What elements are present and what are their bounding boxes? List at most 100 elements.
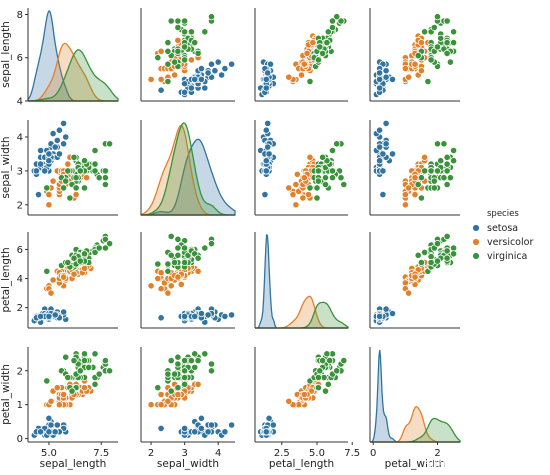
point-virginica-18 (167, 17, 175, 25)
point-virginica-22 (337, 17, 345, 25)
point-setosa-49 (375, 157, 384, 165)
point-versicolor-37 (411, 191, 419, 199)
point-virginica-31 (433, 240, 442, 248)
point-versicolor-37 (72, 191, 80, 199)
point-setosa-47 (36, 312, 45, 320)
point-setosa-48 (264, 69, 272, 77)
point-virginica-19 (66, 194, 74, 202)
y-label-petal_width: petal_width (0, 364, 12, 425)
point-setosa-49 (45, 312, 53, 320)
point-virginica-31 (333, 140, 341, 148)
point-setosa-14 (214, 58, 222, 66)
point-versicolor-43 (157, 401, 165, 409)
point-versicolor-49 (411, 60, 419, 68)
point-setosa-15 (264, 119, 272, 128)
point-virginica-47 (316, 43, 324, 51)
legend-title: species (487, 209, 519, 219)
point-virginica-18 (340, 180, 348, 189)
point-setosa-33 (221, 65, 229, 73)
point-virginica-34 (414, 180, 422, 189)
point-setosa-49 (262, 157, 270, 165)
point-virginica-34 (68, 387, 76, 395)
legend-marker-virginica (472, 252, 480, 260)
point-virginica-48 (70, 153, 78, 161)
point-versicolor-48 (47, 289, 55, 297)
point-virginica-44 (80, 350, 89, 358)
point-virginica-31 (207, 13, 216, 21)
point-virginica-35 (101, 167, 110, 175)
x-tick-sepal_length-5.0: 5.0 (41, 448, 57, 459)
point-virginica-49 (314, 167, 322, 175)
legend-label-setosa: setosa (487, 223, 518, 234)
point-virginica-9 (449, 28, 458, 36)
x-tick-petal_width-0: 0 (370, 448, 376, 459)
point-versicolor-31 (401, 65, 409, 73)
point-virginica-9 (201, 350, 209, 358)
point-virginica-19 (154, 384, 162, 392)
point-virginica-17 (207, 360, 216, 368)
point-virginica-45 (181, 356, 189, 365)
point-setosa-15 (382, 119, 390, 128)
point-virginica-6 (424, 77, 432, 86)
point-setosa-33 (221, 312, 229, 320)
point-virginica-18 (101, 180, 110, 189)
point-virginica-42 (171, 258, 179, 267)
point-virginica-49 (64, 258, 72, 267)
x-tick-sepal_length-7.5: 7.5 (93, 448, 109, 459)
point-versicolor-9 (171, 71, 179, 79)
point-virginica-47 (181, 367, 189, 375)
point-setosa-49 (191, 312, 199, 320)
point-virginica-42 (62, 177, 70, 185)
point-virginica-35 (443, 17, 451, 25)
point-virginica-34 (321, 180, 330, 189)
point-setosa-48 (51, 143, 59, 151)
y-tick-petal_length-6: 6 (17, 245, 23, 256)
point-versicolor-29 (292, 180, 300, 189)
point-virginica-44 (191, 38, 199, 47)
point-virginica-47 (433, 257, 442, 265)
point-virginica-30 (95, 174, 103, 182)
y-label-petal_length: petal_length (0, 247, 12, 312)
point-virginica-29 (420, 28, 429, 36)
point-virginica-6 (43, 377, 51, 385)
point-virginica-34 (414, 51, 422, 60)
point-setosa-38 (181, 88, 189, 96)
point-setosa-33 (55, 126, 64, 134)
point-virginica-9 (201, 28, 209, 36)
point-setosa-14 (62, 133, 70, 141)
point-setosa-48 (51, 311, 59, 319)
point-virginica-43 (443, 160, 451, 168)
y-tick-sepal_length-4: 4 (17, 97, 23, 108)
point-setosa-40 (197, 424, 205, 432)
point-setosa-45 (262, 167, 270, 175)
point-versicolor-48 (404, 73, 413, 81)
point-virginica-44 (449, 38, 458, 47)
point-setosa-44 (269, 421, 277, 429)
point-setosa-15 (228, 311, 236, 319)
point-virginica-39 (85, 363, 93, 371)
point-versicolor-49 (174, 390, 182, 399)
point-virginica-18 (443, 232, 451, 240)
point-setosa-40 (379, 150, 387, 158)
point-versicolor-36 (417, 38, 425, 47)
y-tick-sepal_width-3: 3 (17, 166, 23, 177)
legend-marker-setosa (472, 224, 480, 232)
point-setosa-43 (388, 75, 397, 84)
point-virginica-42 (171, 370, 179, 378)
point-versicolor-48 (285, 184, 293, 192)
point-virginica-44 (449, 157, 458, 165)
point-virginica-42 (314, 177, 322, 185)
point-virginica-47 (433, 167, 442, 175)
point-versicolor-9 (49, 276, 57, 284)
point-virginica-43 (326, 356, 334, 365)
point-versicolor-20 (64, 160, 72, 168)
point-versicolor-47 (303, 49, 311, 58)
point-versicolor-47 (70, 270, 78, 278)
point-setosa-45 (379, 167, 387, 175)
point-virginica-29 (91, 248, 99, 256)
point-virginica-34 (414, 251, 422, 259)
point-versicolor-26 (83, 174, 91, 182)
point-virginica-24 (437, 157, 445, 165)
point-versicolor-35 (194, 267, 202, 275)
point-setosa-33 (221, 428, 229, 436)
